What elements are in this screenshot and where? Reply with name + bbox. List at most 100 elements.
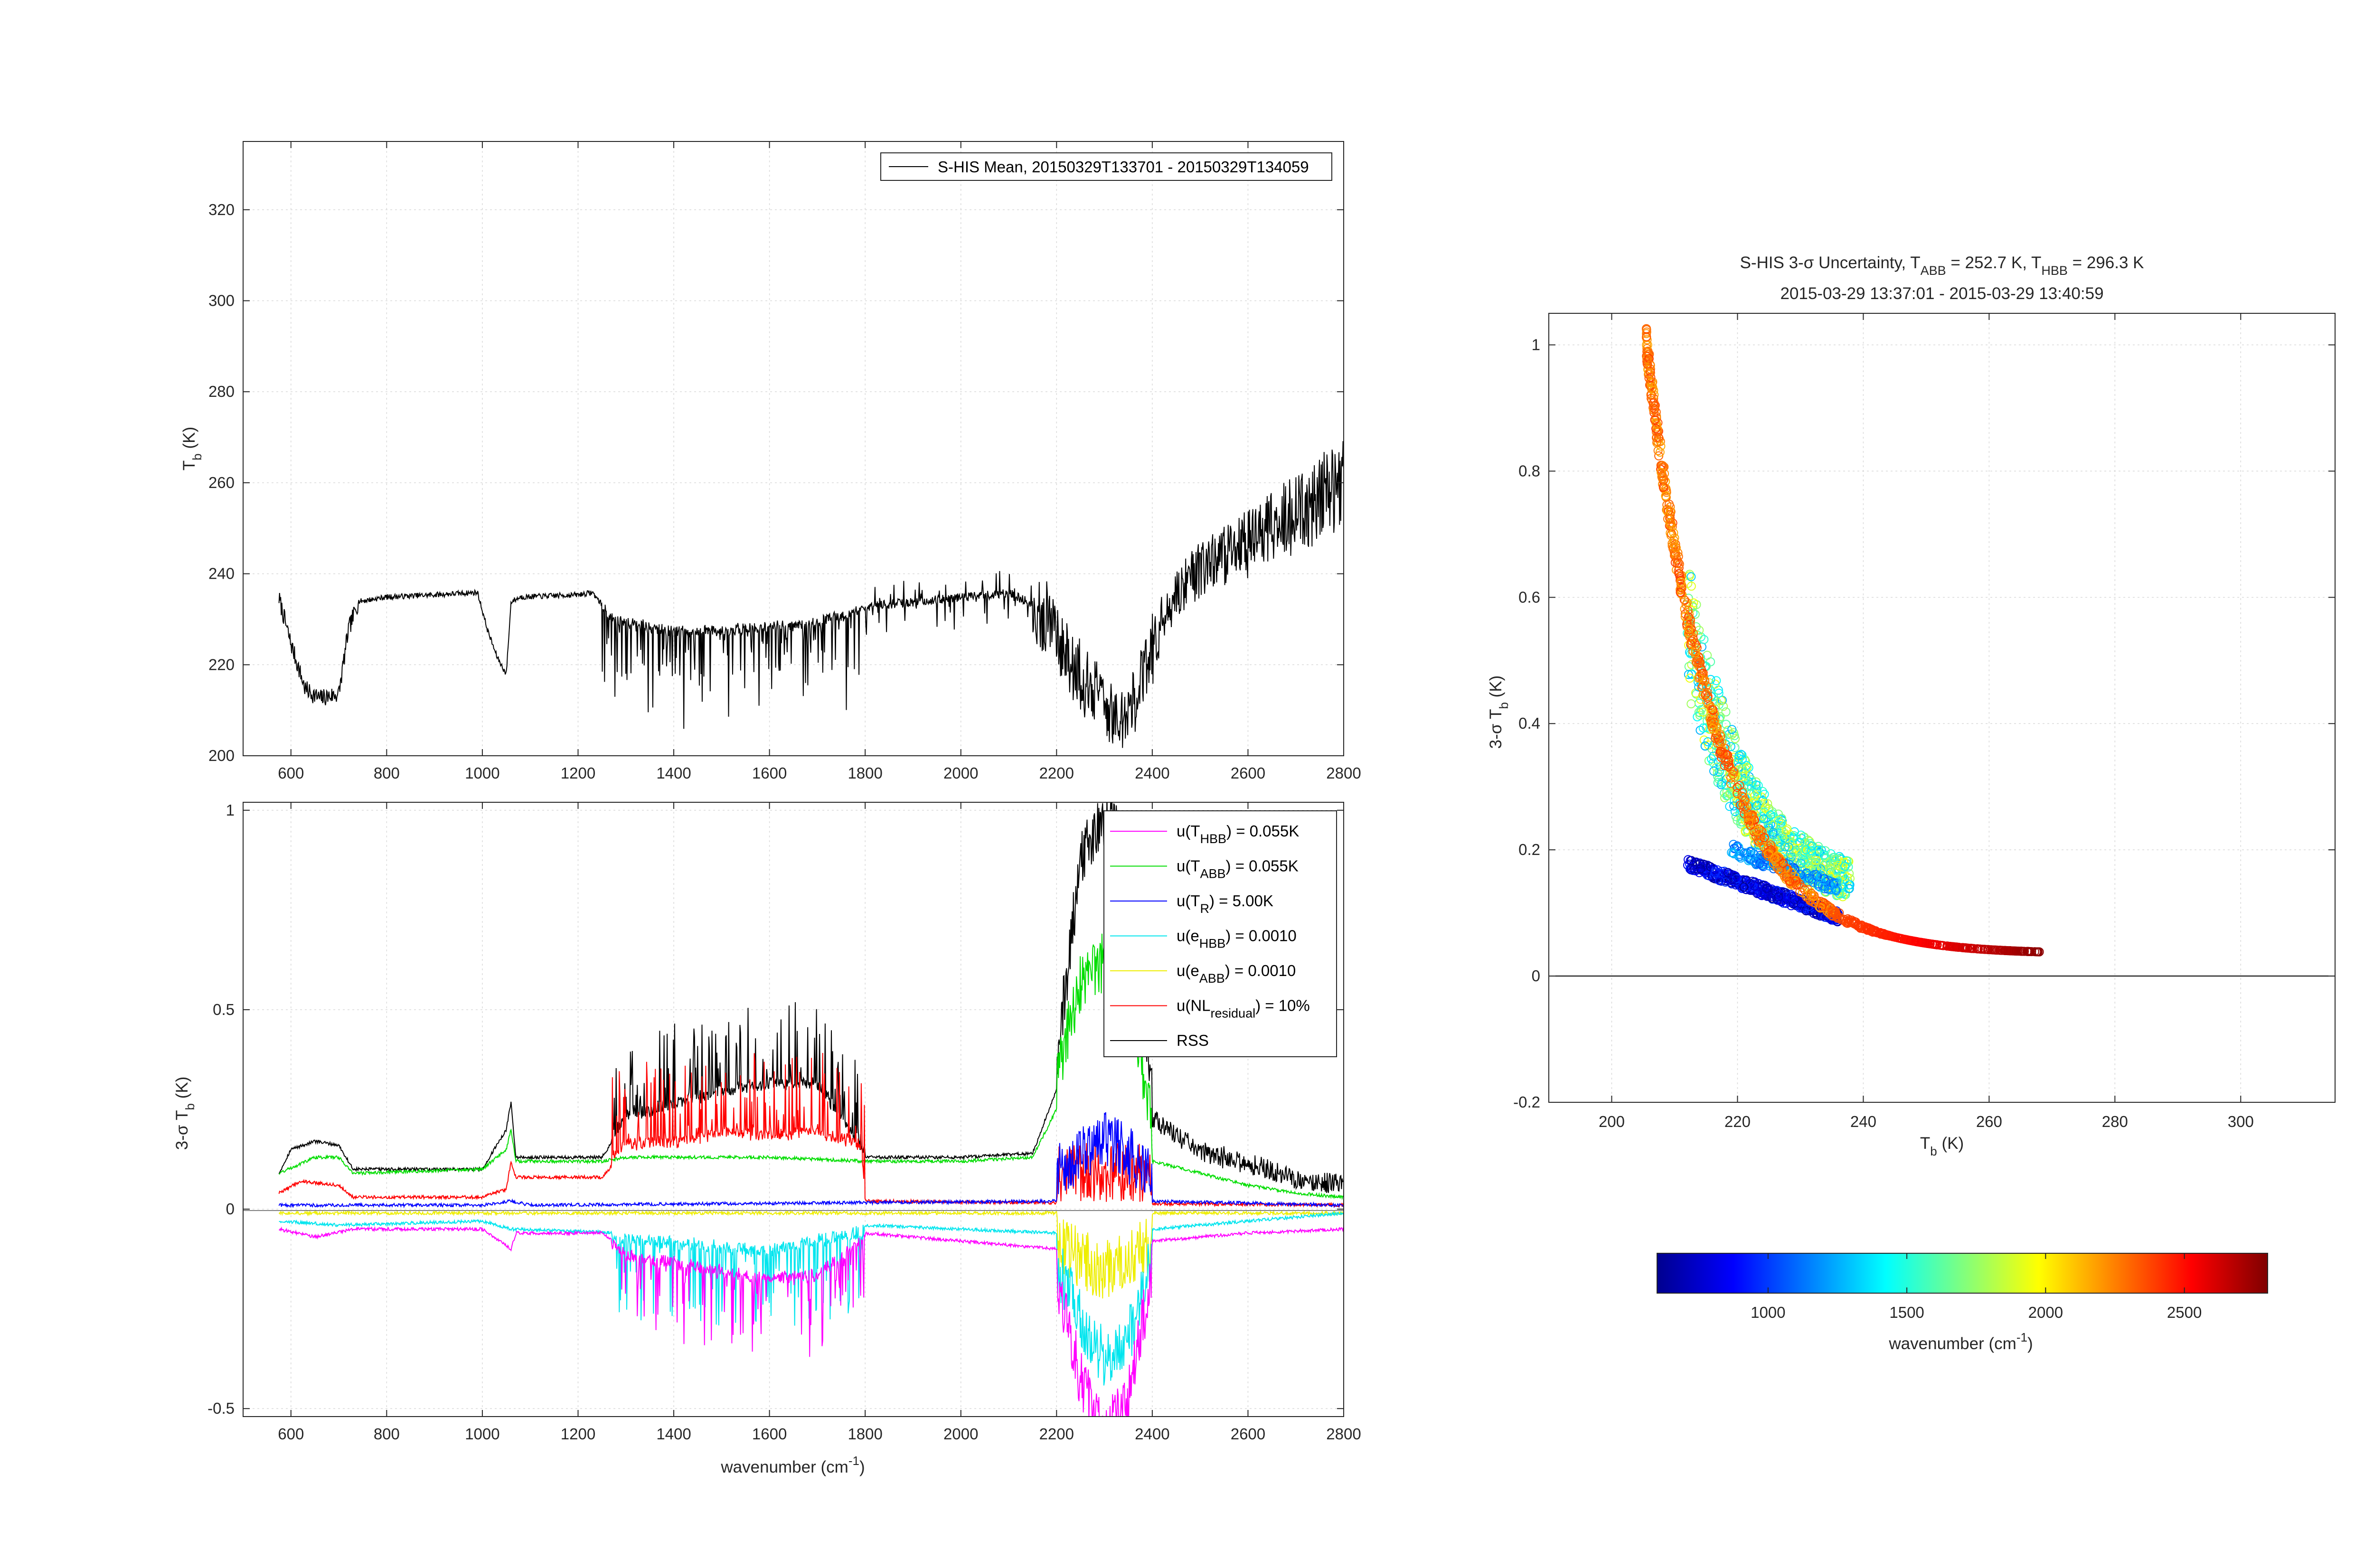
- scatter_panel-ytick-label: 0.4: [1518, 714, 1540, 732]
- scatter-point: [1747, 775, 1756, 785]
- scatter-point: [1781, 899, 1791, 908]
- scatter-point: [1694, 674, 1703, 683]
- legend-label: u(TABB) = 0.055K: [1177, 857, 1299, 881]
- scatter-point: [1862, 924, 1872, 934]
- colorbar-tick-label: 2000: [2028, 1304, 2063, 1321]
- scatter-point: [1753, 799, 1763, 809]
- scatter-point: [1642, 325, 1651, 334]
- scatter_panel-xtick-label: 300: [2228, 1113, 2254, 1130]
- scatter-point: [1785, 836, 1794, 846]
- scatter-point: [1752, 787, 1761, 796]
- scatter-point: [1708, 705, 1718, 715]
- scatter-point: [1701, 860, 1710, 870]
- top_panel-ytick-label: 320: [208, 201, 235, 218]
- scatter-point: [1684, 629, 1693, 639]
- scatter-point: [1768, 827, 1778, 837]
- scatter-point: [1654, 451, 1664, 460]
- colorbar-gradient: [1657, 1253, 2268, 1294]
- top-mean-spectrum-line: [278, 441, 1344, 748]
- scatter-point: [1763, 849, 1773, 859]
- bottom_panel-ytick-label: 1: [226, 801, 235, 819]
- scatter-point: [1642, 359, 1652, 368]
- scatter-point: [1715, 739, 1724, 749]
- scatter-point: [1850, 917, 1860, 927]
- scatter-point: [1728, 770, 1738, 779]
- bottom-legend: u(THBB) = 0.055K u(TABB) = 0.055K u(TR) = …: [1103, 810, 1337, 1057]
- scatter_panel-ytick-label: 0: [1532, 967, 1540, 985]
- scatter-point: [1661, 491, 1670, 500]
- scatter-point: [2000, 946, 2009, 955]
- scatter_panel-xtick-label: 200: [1599, 1113, 1625, 1130]
- top_panel-xtick-label: 2400: [1135, 764, 1169, 782]
- scatter-point: [1655, 448, 1665, 457]
- scatter-point: [1762, 884, 1771, 893]
- scatter-point: [1838, 872, 1847, 881]
- scatter-point: [1760, 789, 1769, 799]
- scatter-point: [1961, 943, 1971, 953]
- scatter-point: [1734, 754, 1743, 763]
- scatter-point: [1866, 924, 1876, 934]
- scatter-point: [1820, 882, 1829, 891]
- scatter-point: [1781, 826, 1791, 836]
- scatter-point: [1973, 944, 1982, 954]
- scatter-point: [1750, 856, 1760, 866]
- scatter-point: [1795, 837, 1805, 847]
- scatter-point: [1703, 650, 1712, 660]
- scatter-point: [1828, 907, 1837, 917]
- scatter-xlabel: Tb (K): [1920, 1134, 1964, 1158]
- scatter-point: [1734, 843, 1743, 852]
- scatter-point: [1680, 596, 1690, 605]
- scatter-point: [1644, 368, 1654, 378]
- scatter-point: [1753, 826, 1762, 836]
- scatter-point: [1844, 917, 1853, 926]
- scatter-point: [1728, 786, 1737, 796]
- series-line-eabb: [278, 1210, 1344, 1299]
- scatter-point: [1735, 781, 1744, 790]
- colorbar-tick-label: 1000: [1751, 1304, 1785, 1321]
- colorbar-tick-label: 2500: [2167, 1304, 2202, 1321]
- scatter-point: [1790, 895, 1799, 905]
- scatter-title-line2: 2015-03-29 13:37:01 - 2015-03-29 13:40:5…: [1780, 284, 2103, 303]
- top_panel-ytick-label: 260: [208, 474, 235, 491]
- top-panel: 600 800 1000 1200 1400 1600 1800 2000 2200 2400 26…: [180, 141, 1361, 782]
- bottom_panel-ytick-label: 0.5: [213, 1001, 235, 1018]
- scatter-point: [1752, 780, 1761, 789]
- scatter-point: [1710, 866, 1720, 876]
- scatter-point: [1786, 877, 1795, 887]
- scatter-point: [1715, 747, 1725, 756]
- top_panel-xtick-label: 2200: [1039, 764, 1074, 782]
- scatter-point: [1968, 944, 1978, 953]
- scatter_panel-xtick-label: 220: [1724, 1113, 1751, 1130]
- scatter-point: [1830, 885, 1840, 895]
- scatter_panel-xtick-label: 280: [2102, 1113, 2128, 1130]
- scatter-point: [1721, 720, 1731, 729]
- scatter-point: [2030, 947, 2039, 957]
- scatter-point: [1831, 880, 1840, 889]
- bottom_panel-xtick-label: 2200: [1039, 1425, 1074, 1443]
- top-legend-label: S-HIS Mean, 20150329T133701 - 20150329T1…: [938, 158, 1309, 176]
- scatter-point: [1693, 712, 1702, 722]
- bottom-ylabel: 3-σ Tb (K): [173, 1077, 197, 1150]
- series-line-hbb: [278, 1226, 1344, 1417]
- scatter-point: [1777, 897, 1786, 907]
- scatter-point: [1650, 415, 1659, 424]
- bottom-xlabel: wavenumber (cm-1): [720, 1454, 865, 1476]
- scatter-point: [1797, 901, 1806, 911]
- bottom_panel-xtick-label: 1000: [465, 1425, 499, 1443]
- scatter-point: [1789, 899, 1798, 909]
- top_panel-xtick-label: 1000: [465, 764, 499, 782]
- scatter-point: [1729, 874, 1738, 883]
- top_panel-ytick-label: 300: [208, 291, 235, 309]
- scatter-point: [1807, 846, 1816, 855]
- scatter-point: [1726, 742, 1735, 751]
- series-line-ehbb: [279, 1211, 1344, 1386]
- scatter-point: [1691, 657, 1701, 667]
- scatter-point: [1706, 703, 1715, 712]
- scatter-point: [1737, 791, 1747, 801]
- scatter-title-line1: S-HIS 3-σ Uncertainty, TABB = 252.7 K, T…: [1740, 254, 2144, 278]
- scatter-point: [1653, 446, 1663, 455]
- scatter-point: [1796, 859, 1806, 868]
- scatter-point: [1666, 531, 1676, 540]
- scatter-point: [1743, 812, 1753, 822]
- scatter-point: [1854, 920, 1863, 930]
